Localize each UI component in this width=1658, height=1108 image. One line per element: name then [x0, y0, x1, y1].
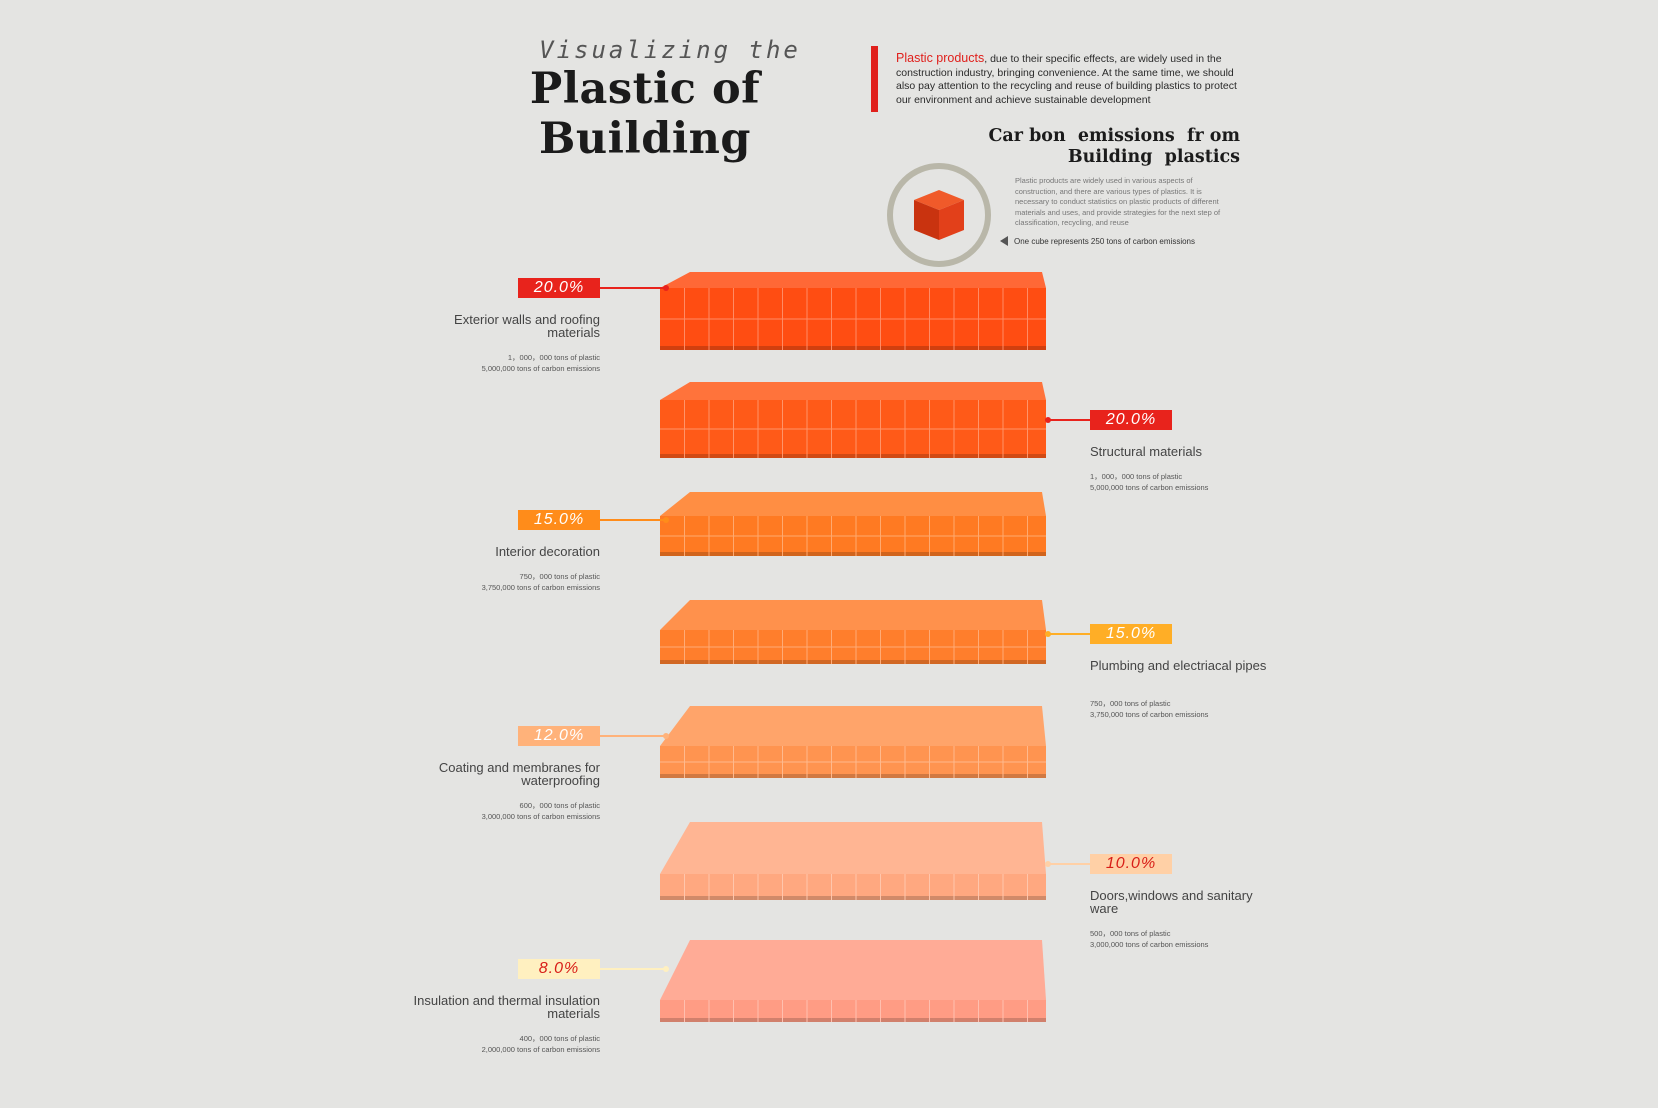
layer-front-face: [660, 874, 1046, 900]
connector-dot: [1045, 631, 1051, 637]
plastic-tons: 1，000，000 tons of plastic: [507, 353, 600, 362]
percent-label: 12.0%: [518, 726, 600, 746]
carbon-emissions: 3,750,000 tons of carbon emissions: [481, 583, 600, 592]
stat-label: 600，000 tons of plastic 3,000,000 tons of…: [410, 800, 600, 822]
percent-label: 15.0%: [518, 510, 600, 530]
percent-label: 15.0%: [1090, 624, 1172, 644]
layer-bottom-edge: [660, 346, 1046, 350]
stat-label: 750，000 tons of plastic 3,750,000 tons of…: [410, 571, 600, 593]
layer-top-face: [660, 600, 1046, 630]
legend-text: One cube represents 250 tons of carbon e…: [1014, 236, 1195, 246]
carbon-emissions: 3,000,000 tons of carbon emissions: [481, 812, 600, 821]
layer-3: [660, 492, 1046, 556]
category-label: Structural materials: [1090, 444, 1202, 459]
layer-top-face: [660, 272, 1046, 288]
section-title-line2: Building plastics: [1067, 147, 1240, 167]
plastic-tons: 500，000 tons of plastic: [1090, 929, 1171, 938]
layer-5: [660, 706, 1046, 778]
percent-label: 20.0%: [518, 278, 600, 298]
category-label: Coating and membranes for waterproofing: [438, 760, 600, 788]
intro-paragraph: Plastic products, due to their specific …: [896, 51, 1242, 107]
layer-bottom-edge: [660, 454, 1046, 458]
layer-2: [660, 382, 1046, 458]
cube-icon-ring: [887, 163, 991, 267]
category-label: Insulation and thermal insulation materi…: [413, 993, 600, 1021]
layer-7: [660, 940, 1046, 1022]
stat-label: 750，000 tons of plastic 3,750,000 tons of…: [1090, 698, 1280, 720]
plastic-tons: 400，000 tons of plastic: [519, 1034, 600, 1043]
layer-bottom-edge: [660, 660, 1046, 664]
stat-label: 500，000 tons of plastic 3,000,000 tons of…: [1090, 928, 1280, 950]
layer-bottom-edge: [660, 1018, 1046, 1022]
connector-dot: [1045, 861, 1051, 867]
cube-icon-left: [914, 200, 939, 240]
layer-1: [660, 272, 1046, 350]
plastic-tons: 750，000 tons of plastic: [1090, 699, 1171, 708]
page-subtitle: Visualizing the: [539, 36, 801, 64]
cube-icon-right: [939, 200, 964, 240]
layer-top-face: [660, 822, 1046, 874]
intro-text: , due to their specific effects, are wid…: [896, 53, 1237, 106]
carbon-emissions: 5,000,000 tons of carbon emissions: [481, 364, 600, 373]
category-label: Doors,windows and sanitary ware: [1090, 888, 1253, 916]
percent-label: 8.0%: [518, 959, 600, 979]
plastic-tons: 1，000，000 tons of plastic: [1090, 472, 1183, 481]
stat-label: 1，000，000 tons of plastic 5,000,000 tons …: [1090, 471, 1280, 493]
carbon-emissions: 3,750,000 tons of carbon emissions: [1090, 710, 1209, 719]
layer-top-face: [660, 706, 1046, 746]
page-title: Plastic of Building: [529, 64, 761, 164]
carbon-emissions: 5,000,000 tons of carbon emissions: [1090, 483, 1209, 492]
category-label: Interior decoration: [495, 544, 600, 559]
connector-dot: [663, 733, 669, 739]
section-description: Plastic products are widely used in vari…: [1015, 176, 1221, 228]
stat-label: 400，000 tons of plastic 2,000,000 tons of…: [410, 1033, 600, 1055]
layer-front-face: [660, 1000, 1046, 1022]
cube-legend: One cube represents 250 tons of carbon e…: [1000, 236, 1195, 246]
intro-highlight: Plastic products: [896, 51, 985, 65]
title-divider: [871, 46, 878, 112]
plastic-tons: 750，000 tons of plastic: [519, 572, 600, 581]
percent-label: 10.0%: [1090, 854, 1172, 874]
cube-legend-icon: [887, 163, 991, 267]
plastic-tons: 600，000 tons of plastic: [519, 801, 600, 810]
stat-label: 1，000，000 tons of plastic 5,000,000 tons …: [410, 352, 600, 374]
connector-dot: [663, 517, 669, 523]
connector-dot: [663, 285, 669, 291]
category-label: Exterior walls and roofing materials: [454, 312, 600, 340]
percent-label: 20.0%: [1090, 410, 1172, 430]
layer-top-face: [660, 492, 1046, 516]
layer-6: [660, 822, 1046, 900]
carbon-emissions: 3,000,000 tons of carbon emissions: [1090, 940, 1209, 949]
layer-4: [660, 600, 1046, 664]
connector-dot: [663, 966, 669, 972]
layer-top-face: [660, 940, 1046, 1000]
section-title: Car bon emissions fr om Building plastic…: [940, 126, 1240, 168]
layer-bottom-edge: [660, 774, 1046, 778]
category-label: Plumbing and electriacal pipes: [1090, 658, 1267, 673]
layer-bottom-edge: [660, 896, 1046, 900]
legend-arrow-icon: [1000, 236, 1008, 246]
section-title-line1: Car bon emissions fr om: [988, 126, 1240, 146]
connector-dot: [1045, 417, 1051, 423]
carbon-emissions: 2,000,000 tons of carbon emissions: [481, 1045, 600, 1054]
layer-top-face: [660, 382, 1046, 400]
layer-bottom-edge: [660, 552, 1046, 556]
